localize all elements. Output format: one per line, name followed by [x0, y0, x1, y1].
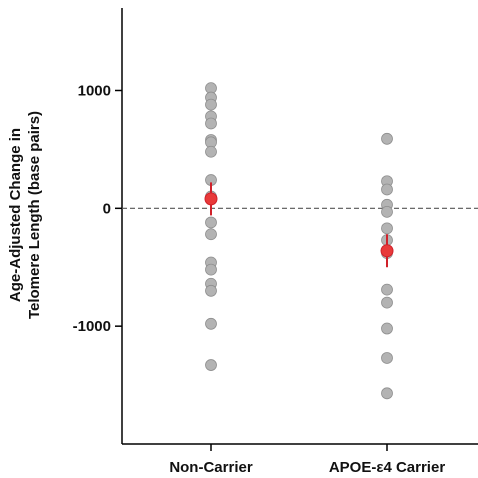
x-category-label-non-carrier: Non-Carrier [169, 459, 253, 476]
y-axis-title-line-2: Telomere Length (base pairs) [26, 111, 43, 319]
data-point-apoe-carrier [381, 322, 393, 335]
data-point-apoe-carrier [381, 352, 393, 364]
y-tick-label: 1000 [78, 82, 111, 99]
mean-markers [204, 182, 394, 268]
data-point-apoe-carrier [381, 205, 393, 218]
data-point-apoe-carrier [381, 132, 393, 145]
y-tick-label: -1000 [73, 318, 111, 335]
data-point-non-carrier [205, 359, 217, 371]
data-point-non-carrier [205, 145, 217, 158]
data-point-non-carrier [205, 284, 217, 297]
mean-marker-non-carrier [204, 192, 218, 206]
data-point-apoe-carrier [381, 387, 393, 400]
x-category-label-apoe-carrier: APOE-ε4 Carrier [329, 459, 445, 476]
y-tick-label: 0 [103, 200, 111, 217]
y-axis-title-line-1: Age-Adjusted Change in [7, 128, 24, 302]
mean-marker-apoe-carrier [380, 244, 394, 258]
data-point-non-carrier [205, 216, 217, 229]
data-point-non-carrier [205, 228, 217, 241]
data-point-non-carrier [205, 117, 217, 130]
data-points [205, 82, 393, 400]
data-point-apoe-carrier [381, 222, 393, 235]
axis-labels: Age-Adjusted Change in Telomere Length (… [7, 111, 445, 476]
data-point-apoe-carrier [381, 283, 393, 296]
data-point-non-carrier [205, 317, 217, 330]
data-point-non-carrier [205, 98, 217, 111]
data-point-apoe-carrier [381, 183, 393, 196]
data-point-non-carrier [205, 263, 217, 276]
data-point-apoe-carrier [381, 296, 393, 309]
axes: 1000 0 -1000 [73, 8, 478, 451]
